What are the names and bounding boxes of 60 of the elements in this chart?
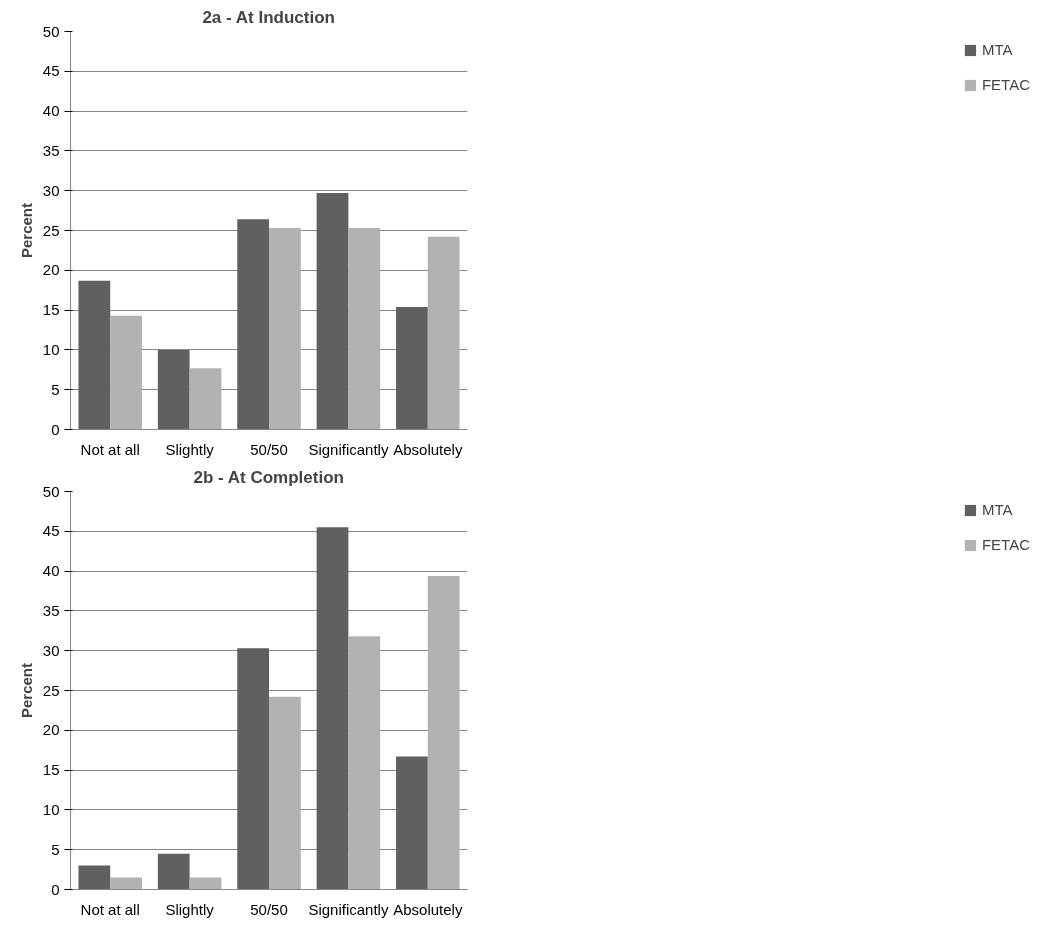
legend-label: MTA	[981, 501, 1013, 518]
y-axis-title: Percent	[17, 202, 35, 259]
bar	[189, 877, 222, 890]
y-tick-label: 40	[42, 102, 60, 120]
bar	[396, 306, 428, 430]
y-tick-label: 25	[42, 221, 60, 239]
bar	[110, 315, 142, 430]
y-tick-label: 0	[51, 880, 60, 898]
y-axis-title: Percent	[17, 662, 35, 719]
x-tick-label: Significantly	[308, 900, 389, 918]
x-tick-label: Slightly	[165, 440, 215, 458]
y-tick-label: 15	[42, 761, 60, 779]
x-tick-label: Slightly	[165, 900, 215, 918]
chart-title: 2b - At Completion	[193, 467, 344, 487]
y-tick-label: 40	[42, 562, 60, 580]
y-tick-label: 35	[42, 601, 60, 619]
x-tick-label: Absolutely	[393, 900, 463, 918]
y-tick-label: 50	[42, 22, 60, 40]
y-tick-label: 10	[42, 340, 60, 358]
legend-label: FETAC	[981, 536, 1030, 553]
bar	[396, 756, 428, 890]
bar	[269, 696, 301, 890]
x-tick-label: Significantly	[308, 440, 389, 458]
bar	[348, 228, 381, 430]
bar	[316, 193, 349, 430]
y-tick-label: 20	[42, 721, 60, 739]
x-tick-label: Not at all	[80, 440, 140, 458]
bar	[110, 877, 142, 890]
bar	[157, 853, 190, 890]
bar	[427, 575, 460, 890]
chart-title: 2a - At Induction	[202, 7, 335, 27]
bar	[237, 219, 269, 430]
y-tick-label: 0	[51, 420, 60, 438]
bar	[269, 228, 301, 430]
x-tick-label: 50/50	[250, 440, 288, 458]
y-tick-label: 30	[42, 641, 60, 659]
bar	[189, 368, 222, 430]
y-tick-label: 5	[51, 380, 60, 398]
y-tick-label: 15	[42, 301, 60, 319]
legend-label: FETAC	[981, 76, 1030, 93]
x-tick-label: 50/50	[250, 900, 288, 918]
y-tick-label: 35	[42, 141, 60, 159]
y-tick-label: 30	[42, 181, 60, 199]
bar	[348, 636, 381, 890]
y-tick-label: 20	[42, 261, 60, 279]
y-tick-label: 45	[42, 62, 60, 80]
y-tick-label: 5	[51, 840, 60, 858]
bar	[78, 280, 111, 430]
y-tick-label: 45	[42, 522, 60, 540]
bar	[237, 648, 269, 890]
y-tick-label: 25	[42, 681, 60, 699]
x-tick-label: Not at all	[80, 900, 140, 918]
y-tick-label: 50	[42, 482, 60, 500]
bar	[427, 236, 460, 430]
legend-label: MTA	[981, 41, 1013, 58]
bar	[316, 527, 349, 890]
bar	[157, 349, 190, 430]
bar	[78, 865, 111, 890]
y-tick-label: 10	[42, 800, 60, 818]
x-tick-label: Absolutely	[393, 440, 463, 458]
